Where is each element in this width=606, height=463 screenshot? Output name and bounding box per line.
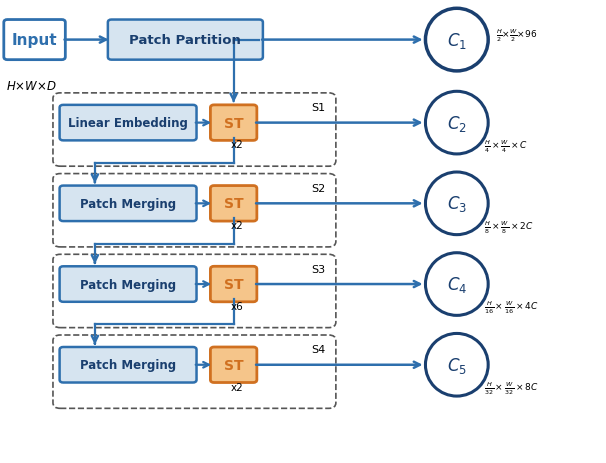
Text: $\frac{H}{4}\times\frac{W}{4}\times C$: $\frac{H}{4}\times\frac{W}{4}\times C$ (484, 138, 528, 155)
Text: $\mathit{C}_4$: $\mathit{C}_4$ (447, 275, 467, 294)
FancyBboxPatch shape (210, 347, 257, 383)
Text: ST: ST (224, 277, 244, 291)
FancyBboxPatch shape (59, 106, 196, 141)
FancyBboxPatch shape (108, 20, 263, 61)
Ellipse shape (425, 9, 488, 72)
FancyBboxPatch shape (59, 186, 196, 222)
FancyBboxPatch shape (4, 20, 65, 61)
Text: Patch Merging: Patch Merging (80, 358, 176, 371)
FancyBboxPatch shape (210, 267, 257, 302)
Text: Patch Merging: Patch Merging (80, 278, 176, 291)
Text: x2: x2 (230, 221, 243, 231)
Text: $\frac{H}{2}{\times}\frac{W}{2}{\times}96$: $\frac{H}{2}{\times}\frac{W}{2}{\times}9… (496, 28, 537, 44)
Text: $\mathit{C}_3$: $\mathit{C}_3$ (447, 194, 467, 214)
Text: x2: x2 (230, 382, 243, 392)
Text: S2: S2 (311, 183, 325, 194)
Text: ST: ST (224, 197, 244, 211)
Text: x2: x2 (230, 140, 243, 150)
Text: x6: x6 (230, 301, 243, 311)
Ellipse shape (425, 334, 488, 396)
Text: ST: ST (224, 116, 244, 130)
Text: $\frac{H}{16}\times\frac{W}{16}\times 4C$: $\frac{H}{16}\times\frac{W}{16}\times 4C… (484, 299, 538, 316)
Ellipse shape (425, 253, 488, 316)
FancyBboxPatch shape (59, 267, 196, 302)
Text: $\frac{H}{32}\times\frac{W}{32}\times 8C$: $\frac{H}{32}\times\frac{W}{32}\times 8C… (484, 380, 538, 396)
Text: Linear Embedding: Linear Embedding (68, 117, 188, 130)
Text: Patch Partition: Patch Partition (130, 34, 241, 47)
Text: $\frac{H}{8}\times\frac{W}{8}\times 2C$: $\frac{H}{8}\times\frac{W}{8}\times 2C$ (484, 219, 533, 235)
FancyBboxPatch shape (210, 186, 257, 222)
Text: Patch Merging: Patch Merging (80, 197, 176, 210)
Text: $\mathit{C}_5$: $\mathit{C}_5$ (447, 355, 467, 375)
Text: $H{\times}W{\times}D$: $H{\times}W{\times}D$ (6, 80, 57, 93)
Text: Input: Input (12, 33, 58, 48)
Text: S4: S4 (311, 344, 325, 355)
Text: $\mathit{C}_1$: $\mathit{C}_1$ (447, 31, 467, 50)
Text: S1: S1 (311, 103, 325, 113)
Text: S3: S3 (311, 264, 325, 274)
Text: $\mathit{C}_2$: $\mathit{C}_2$ (447, 113, 467, 133)
Text: ST: ST (224, 358, 244, 372)
Ellipse shape (425, 173, 488, 235)
Ellipse shape (425, 92, 488, 155)
FancyBboxPatch shape (59, 347, 196, 383)
FancyBboxPatch shape (210, 106, 257, 141)
